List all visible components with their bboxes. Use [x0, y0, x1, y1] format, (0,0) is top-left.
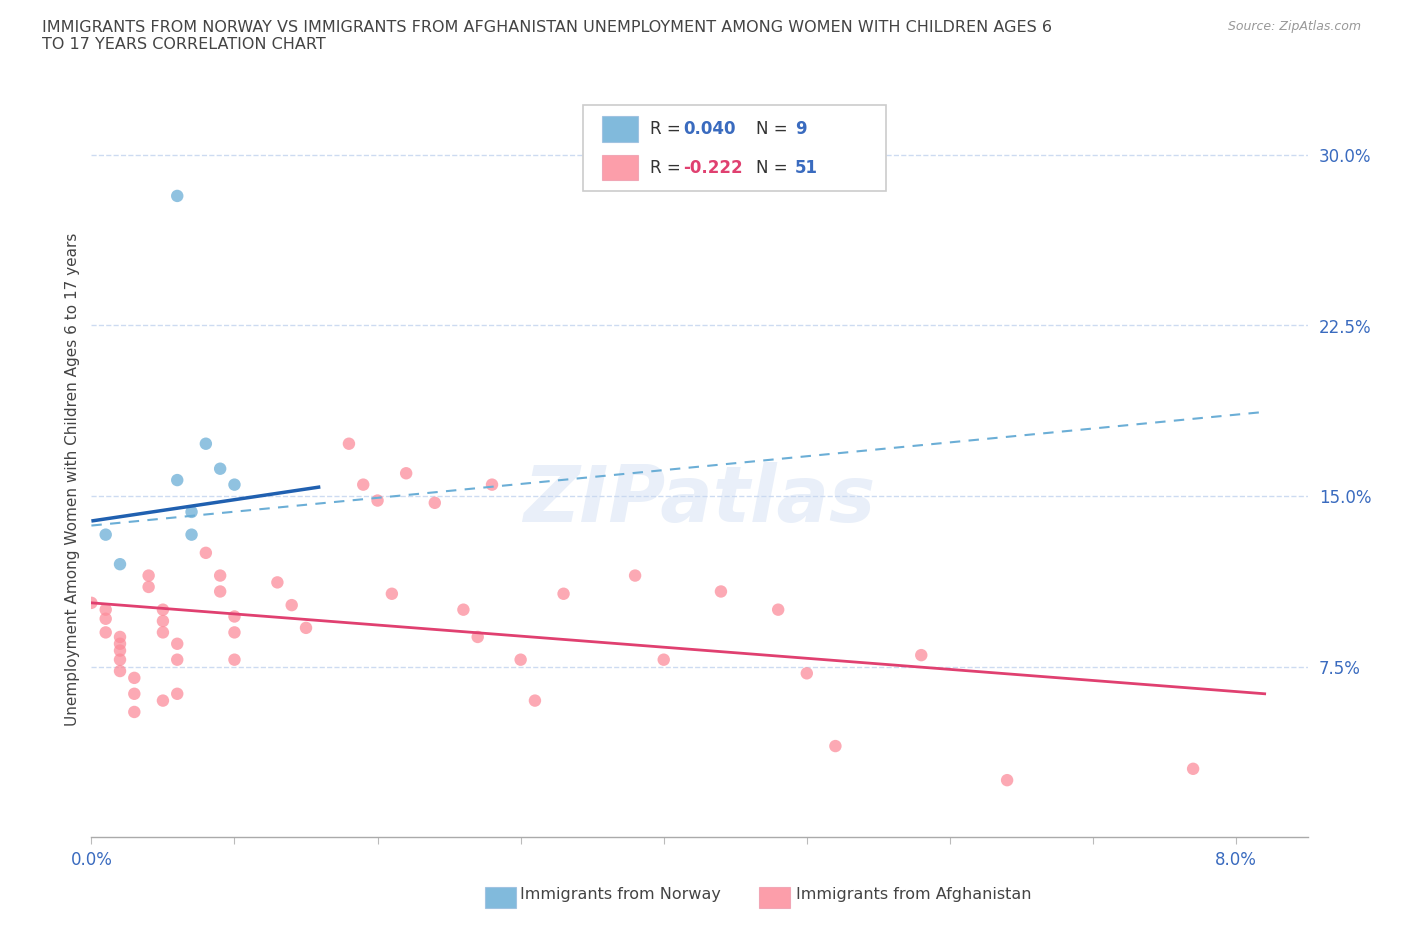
Bar	[602, 154, 638, 180]
Point	[166, 686, 188, 701]
Point	[381, 586, 404, 601]
Text: TO 17 YEARS CORRELATION CHART: TO 17 YEARS CORRELATION CHART	[42, 37, 326, 52]
Point	[266, 575, 288, 590]
Point	[352, 477, 374, 492]
Point	[152, 614, 174, 629]
Point	[108, 636, 131, 651]
Text: N =: N =	[756, 158, 793, 177]
Text: 51: 51	[796, 158, 818, 177]
Point	[108, 557, 131, 572]
Point	[280, 598, 302, 613]
Point	[108, 630, 131, 644]
Point	[94, 527, 117, 542]
Point	[824, 738, 846, 753]
Text: R =: R =	[650, 158, 686, 177]
Point	[453, 603, 475, 618]
Point	[509, 652, 531, 667]
Point	[152, 603, 174, 618]
Point	[553, 586, 575, 601]
Point	[395, 466, 418, 481]
Point	[710, 584, 733, 599]
Point	[152, 693, 174, 708]
Text: Source: ZipAtlas.com: Source: ZipAtlas.com	[1227, 20, 1361, 33]
Point	[337, 436, 360, 451]
Point	[166, 636, 188, 651]
Text: R =: R =	[650, 120, 686, 138]
Point	[194, 436, 217, 451]
Y-axis label: Unemployment Among Women with Children Ages 6 to 17 years: Unemployment Among Women with Children A…	[65, 232, 80, 725]
Point	[209, 568, 232, 583]
Point	[910, 647, 932, 662]
Point	[796, 666, 818, 681]
Point	[624, 568, 647, 583]
Text: Immigrants from Afghanistan: Immigrants from Afghanistan	[796, 887, 1031, 902]
FancyBboxPatch shape	[583, 105, 886, 191]
Point	[1182, 762, 1205, 777]
Point	[224, 652, 246, 667]
Point	[166, 652, 188, 667]
Point	[224, 477, 246, 492]
Point	[94, 603, 117, 618]
Point	[367, 493, 389, 508]
Point	[766, 603, 789, 618]
Point	[180, 504, 202, 519]
Point	[180, 527, 202, 542]
Point	[467, 630, 489, 644]
Point	[166, 472, 188, 487]
Point	[523, 693, 546, 708]
Point	[138, 568, 160, 583]
Point	[94, 625, 117, 640]
Point	[94, 611, 117, 626]
Point	[108, 644, 131, 658]
Point	[995, 773, 1018, 788]
Point	[124, 671, 146, 685]
Text: -0.222: -0.222	[683, 158, 742, 177]
Point	[224, 625, 246, 640]
Point	[124, 705, 146, 720]
Text: N =: N =	[756, 120, 793, 138]
Point	[194, 545, 217, 560]
Text: IMMIGRANTS FROM NORWAY VS IMMIGRANTS FROM AFGHANISTAN UNEMPLOYMENT AMONG WOMEN W: IMMIGRANTS FROM NORWAY VS IMMIGRANTS FRO…	[42, 20, 1052, 35]
Point	[209, 584, 232, 599]
Point	[295, 620, 318, 635]
Text: Immigrants from Norway: Immigrants from Norway	[520, 887, 721, 902]
Point	[152, 625, 174, 640]
Point	[80, 595, 103, 610]
Point	[138, 579, 160, 594]
Point	[423, 496, 446, 511]
Point	[209, 461, 232, 476]
Text: ZIPatlas: ZIPatlas	[523, 462, 876, 538]
Point	[224, 609, 246, 624]
Point	[108, 664, 131, 679]
Text: 0.040: 0.040	[683, 120, 735, 138]
Point	[108, 652, 131, 667]
Point	[124, 686, 146, 701]
Point	[481, 477, 503, 492]
Point	[652, 652, 675, 667]
Text: 9: 9	[796, 120, 807, 138]
Bar	[602, 116, 638, 142]
Point	[166, 189, 188, 204]
